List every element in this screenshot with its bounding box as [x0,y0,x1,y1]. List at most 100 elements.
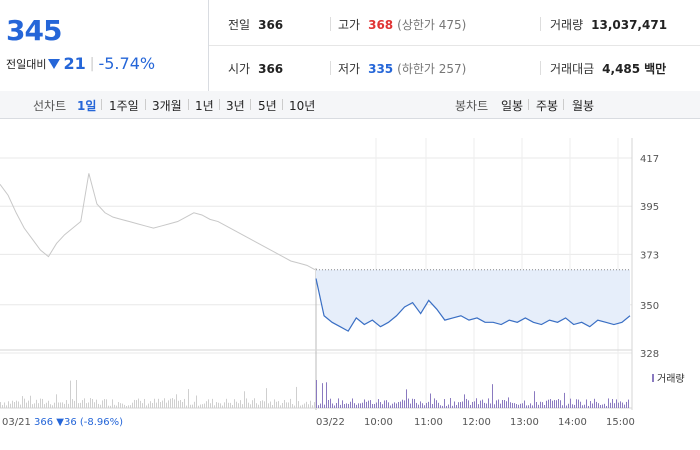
volume-bar [264,401,265,408]
volume-bar [98,403,99,408]
divider [528,99,529,110]
volume-bar [6,405,7,408]
volume-bar [538,404,539,408]
tab-5year[interactable]: 5년 [258,99,277,113]
volume-bar [478,404,479,408]
volume-bar [270,401,271,408]
volume-bar [332,403,333,408]
volume-bar [190,404,191,408]
volume-bar [268,403,269,408]
volume-bar [354,403,355,408]
volume-bar [548,399,549,408]
volume-bar [364,399,365,408]
volume-bar [100,404,101,408]
volume-bar [48,400,49,408]
volume-bar [226,398,227,408]
volume-bar [202,404,203,408]
volume-bar [260,401,261,408]
volume-bar [506,401,507,408]
volume-bar [78,403,79,408]
volume-bar [272,405,273,408]
volume-bar [390,405,391,408]
volume-bar [468,400,469,408]
volume-bar [140,400,141,408]
volume-bar [178,400,179,408]
volume-bar [276,401,277,408]
volume-bar [620,401,621,408]
volume-bar [404,400,405,408]
volume-bar [184,398,185,408]
tab-3year[interactable]: 3년 [226,99,245,113]
volume-bar [562,405,563,408]
volume-bar [504,400,505,408]
tab-1week[interactable]: 1주일 [109,99,139,113]
volume-bar [88,402,89,408]
volume-bar [90,398,91,408]
volume-bar [118,402,119,408]
candle-chart-label: 봉차트 [455,99,489,113]
volume-bar [236,401,237,408]
intraday-chart[interactable]: 417 395 373 350 328 03/21 03/22 10:00 11:00 12:0… [0,118,700,450]
volume-bar [228,402,229,408]
volume-bar [96,399,97,408]
volume-bar [172,398,173,408]
tab-weekly-candle[interactable]: 주봉 [536,99,559,113]
change-row: 전일대비 21 | -5.74% [6,54,155,73]
volume-bar [76,380,77,408]
tab-10year[interactable]: 10년 [289,99,316,113]
volume-bar [28,400,29,408]
volume-bar [74,400,75,408]
lower-limit: (하한가 257) [397,62,467,76]
volume-bar [310,400,311,408]
volume-bar [616,399,617,408]
volume-bar [604,403,605,408]
x-tick-label: 14:00 [558,417,587,428]
volume-bar [416,402,417,408]
volume-bar [62,402,63,408]
tab-3month[interactable]: 3개월 [152,99,182,113]
volume-bar [380,402,381,408]
volume-bar [592,403,593,408]
volume-bar [64,403,65,408]
volume-bar [290,398,291,408]
divider [563,99,564,110]
high-cell: 고가 368 (상한가 475) [338,16,466,33]
down-triangle-icon [48,58,61,69]
volume-bar [484,402,485,408]
current-price: 345 [6,14,62,47]
volume-bar [318,405,319,408]
y-tick-labels: 417 395 373 350 328 [640,154,659,360]
volume-bar [24,398,25,408]
volume-bar [464,394,465,408]
volume-bar [154,398,155,408]
volume-label: 거래량 [550,18,584,32]
volume-bar [68,403,69,408]
volume-bar [432,404,433,408]
tab-1year[interactable]: 1년 [195,99,214,113]
tab-monthly-candle[interactable]: 월봉 [572,99,595,113]
high-value: 368 [368,17,394,32]
volume-bar [120,403,121,408]
volume-bar [42,398,43,408]
volume-bar [158,398,159,408]
volume-bar [308,404,309,408]
volume-bar [256,403,257,408]
volume-bar [222,405,223,408]
volume-bar [414,399,415,408]
volume-bar [282,402,283,408]
volume-bar [216,402,217,408]
line-chart-label: 선차트 [33,99,67,113]
volume-bar [94,402,95,408]
volume-bar [376,402,377,408]
volume-bar [168,400,169,408]
volume-bar [612,399,613,408]
volume-bar [328,399,329,408]
volume-bar [258,404,259,408]
tab-1day[interactable]: 1일 [77,99,97,113]
volume-bar [16,400,17,408]
volume-bar [224,402,225,408]
tab-daily-candle[interactable]: 일봉 [501,99,524,113]
volume-bar [422,403,423,408]
x-tick-label: 03/21 [2,417,31,428]
divider [101,99,102,110]
